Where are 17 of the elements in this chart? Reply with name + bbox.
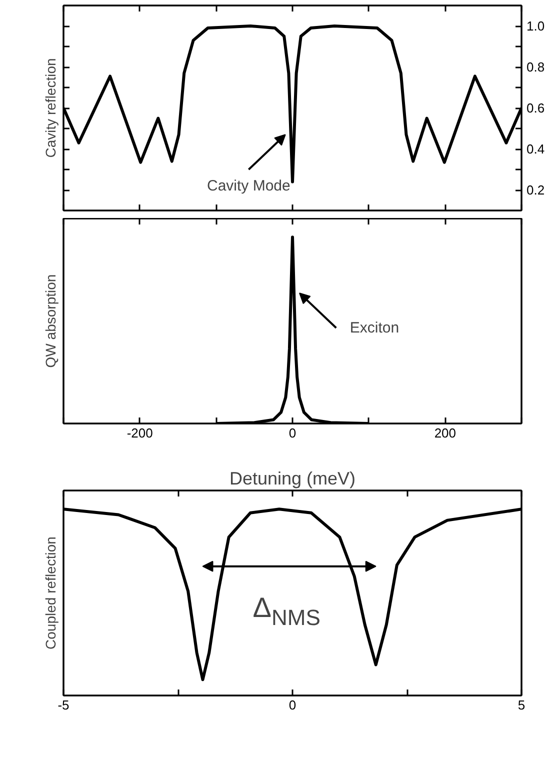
y-tick-label: 0.8 — [526, 60, 545, 74]
x-tick-label: -200 — [126, 426, 153, 440]
x-tick-label: -5 — [58, 698, 70, 712]
y-tick-label: 0.4 — [526, 142, 545, 156]
y-axis-title: QW absorption — [42, 274, 58, 368]
y-axis-title: Coupled reflection — [42, 536, 58, 650]
x-tick-label: 200 — [434, 426, 456, 440]
x-tick-label: 5 — [518, 698, 526, 712]
x-axis-title: Detuning (meV) — [229, 468, 356, 488]
x-tick-label: 0 — [288, 426, 296, 440]
y-tick-label: 0.6 — [526, 100, 545, 116]
y-tick-label: 0.2 — [526, 182, 545, 198]
annotation: Cavity Mode — [207, 178, 290, 195]
x-tick-label: 0 — [288, 698, 296, 712]
annotation: Exciton — [350, 319, 400, 336]
y-tick-label: 1.0 — [526, 18, 545, 34]
y-axis-title: Cavity reflection — [42, 58, 58, 158]
